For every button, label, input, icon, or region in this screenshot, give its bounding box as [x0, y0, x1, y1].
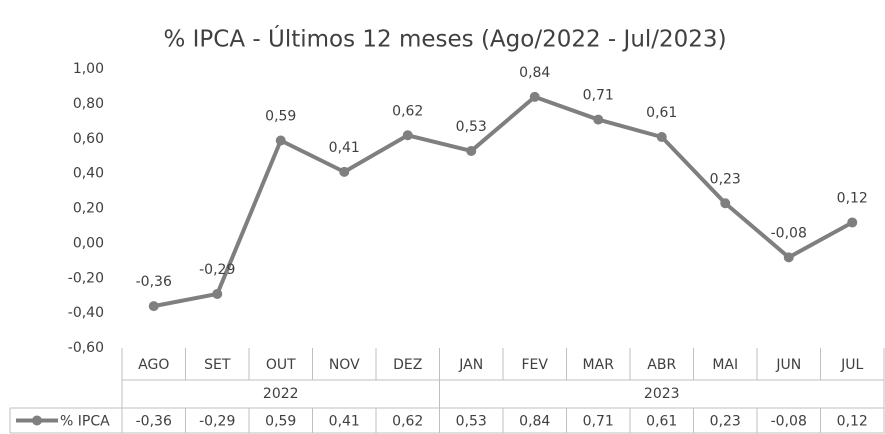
group-label: 2022 — [263, 386, 299, 402]
legend-label: % IPCA — [60, 414, 110, 430]
table-value: 0,53 — [456, 414, 487, 430]
y-tick-label: 0,00 — [73, 235, 104, 251]
x-tick-label: OUT — [266, 357, 296, 373]
legend-marker — [32, 415, 42, 426]
table-value: 0,23 — [710, 414, 741, 430]
point — [466, 145, 477, 156]
table-value: -0,36 — [136, 414, 172, 430]
value-label: 0,23 — [710, 171, 741, 187]
value-label: 0,53 — [456, 119, 487, 135]
y-tick-label: -0,20 — [68, 270, 104, 286]
x-tick-label: NOV — [329, 357, 360, 373]
point — [529, 91, 540, 102]
value-label: 0,61 — [646, 105, 677, 121]
point — [339, 166, 350, 177]
point — [783, 252, 794, 263]
table-value: -0,29 — [199, 414, 235, 430]
x-tick-label: JUL — [840, 357, 863, 373]
table-value: 0,41 — [329, 414, 360, 430]
table-value: 0,84 — [519, 414, 550, 430]
value-label: 0,71 — [583, 88, 614, 104]
x-tick-label: FEV — [522, 357, 549, 373]
x-tick-label: ABR — [647, 357, 676, 373]
y-tick-label: 0,20 — [73, 201, 104, 217]
x-tick-label: JAN — [458, 357, 483, 373]
value-label: 0,12 — [837, 190, 868, 206]
y-tick-label: -0,60 — [68, 340, 104, 356]
x-tick-label: JUN — [775, 357, 801, 373]
group-label: 2023 — [644, 386, 680, 402]
point — [847, 217, 858, 228]
x-tick-label: SET — [204, 357, 231, 373]
y-tick-label: 0,60 — [73, 131, 104, 147]
point — [593, 114, 604, 125]
table-value: 0,59 — [265, 414, 296, 430]
value-label: -0,36 — [136, 274, 172, 290]
value-label: 0,41 — [329, 140, 360, 156]
table-value: 0,61 — [646, 414, 677, 430]
point — [212, 288, 223, 299]
x-tick-label: DEZ — [393, 357, 422, 373]
y-tick-label: -0,40 — [68, 305, 104, 321]
value-label: 0,59 — [265, 108, 296, 124]
point — [656, 132, 667, 143]
y-tick-label: 1,00 — [73, 61, 104, 77]
point — [720, 198, 731, 209]
table-value: 0,71 — [583, 414, 614, 430]
x-tick-label: MAR — [583, 357, 615, 373]
x-tick-label: AGO — [138, 357, 169, 373]
table-value: 0,12 — [837, 414, 868, 430]
y-tick-label: 0,40 — [73, 166, 104, 182]
table-value: -0,08 — [771, 414, 807, 430]
series-line — [153, 94, 854, 309]
point — [148, 301, 159, 312]
y-tick-label: 0,80 — [73, 96, 104, 112]
value-label: 0,62 — [392, 103, 423, 119]
point — [402, 130, 413, 141]
value-label: 0,84 — [519, 65, 550, 81]
chart-title: % IPCA - Últimos 12 meses (Ago/2022 - Ju… — [163, 25, 726, 53]
table-value: 0,62 — [392, 414, 423, 430]
x-tick-label: MAI — [712, 357, 738, 373]
point — [275, 135, 286, 146]
value-label: -0,29 — [199, 262, 235, 278]
value-label: -0,08 — [771, 225, 807, 241]
